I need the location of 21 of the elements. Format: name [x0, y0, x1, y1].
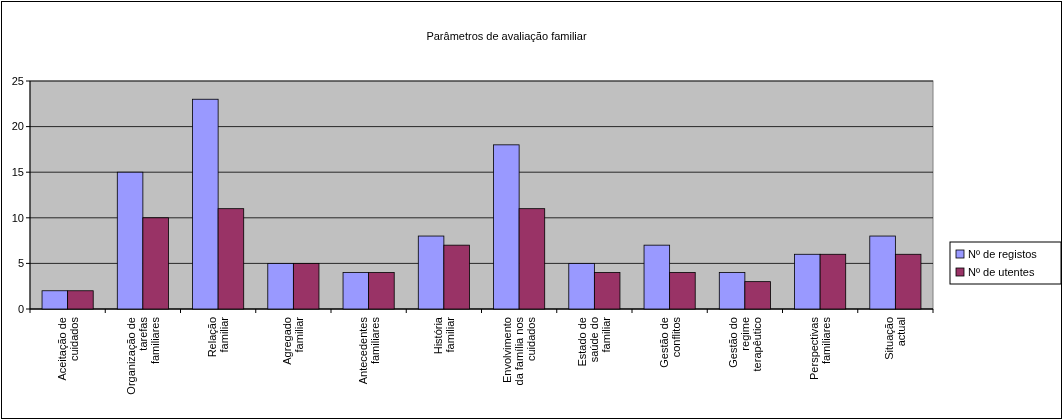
x-tick-label: Aceitação de cuidados — [55, 316, 80, 381]
x-tick-label: Organização de tarefas familiares — [124, 316, 161, 395]
legend-label: Nº de registos — [968, 248, 1038, 260]
x-tick-label: Gestão do regime terapêutico — [726, 317, 763, 372]
x-tick-label: Envolvimento da família nos cuidados — [501, 316, 538, 386]
y-tick-label: 25 — [11, 74, 24, 87]
x-tick-label: Situação actual — [883, 317, 908, 360]
y-tick-label: 5 — [17, 257, 24, 270]
y-tick-label: 10 — [11, 211, 24, 224]
y-tick-label: 20 — [11, 120, 24, 133]
legend-label: Nº de utentes — [968, 266, 1035, 278]
x-tick-label: Estado de saúde do familiar — [576, 316, 613, 367]
x-tick-label: Perspectivas familiares — [808, 316, 833, 380]
x-tick-label: Antecedentes familiares — [356, 316, 381, 385]
x-tick-label: Relação familiar — [206, 316, 231, 358]
y-tick-label: 15 — [11, 166, 24, 179]
x-tick-label: Gestão de conflitos — [657, 316, 682, 368]
chart-title: Parâmetros de avaliação familiar — [426, 30, 587, 42]
y-tick-label: 0 — [17, 302, 24, 315]
x-tick-label: Agregado familiar — [281, 316, 306, 365]
x-tick-label: História familiar — [431, 316, 456, 355]
